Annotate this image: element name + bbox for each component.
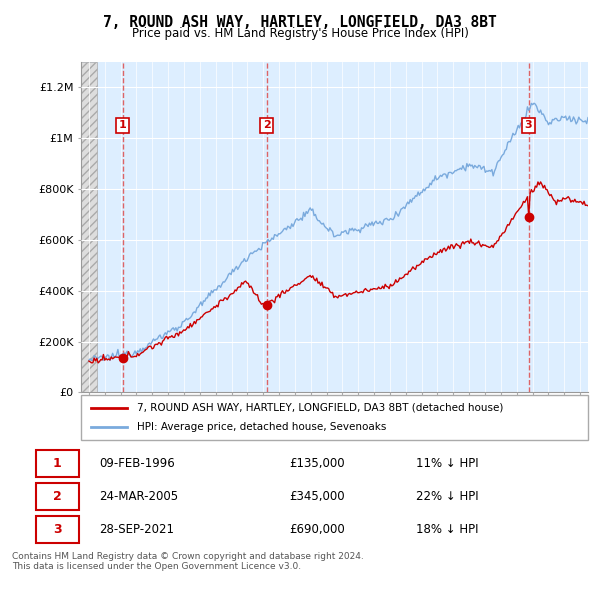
Text: 3: 3 bbox=[53, 523, 62, 536]
Text: £345,000: £345,000 bbox=[289, 490, 345, 503]
Text: 22% ↓ HPI: 22% ↓ HPI bbox=[416, 490, 479, 503]
Text: 7, ROUND ASH WAY, HARTLEY, LONGFIELD, DA3 8BT (detached house): 7, ROUND ASH WAY, HARTLEY, LONGFIELD, DA… bbox=[137, 403, 503, 412]
Text: Price paid vs. HM Land Registry's House Price Index (HPI): Price paid vs. HM Land Registry's House … bbox=[131, 27, 469, 40]
Text: 24-MAR-2005: 24-MAR-2005 bbox=[99, 490, 178, 503]
FancyBboxPatch shape bbox=[81, 395, 588, 440]
Text: 11% ↓ HPI: 11% ↓ HPI bbox=[416, 457, 479, 470]
Text: 18% ↓ HPI: 18% ↓ HPI bbox=[416, 523, 478, 536]
Text: HPI: Average price, detached house, Sevenoaks: HPI: Average price, detached house, Seve… bbox=[137, 422, 386, 432]
FancyBboxPatch shape bbox=[36, 450, 79, 477]
Bar bbox=[81, 62, 97, 392]
Text: 2: 2 bbox=[53, 490, 62, 503]
Text: 1: 1 bbox=[53, 457, 62, 470]
Text: Contains HM Land Registry data © Crown copyright and database right 2024.
This d: Contains HM Land Registry data © Crown c… bbox=[12, 552, 364, 571]
Text: 09-FEB-1996: 09-FEB-1996 bbox=[99, 457, 175, 470]
Text: 2: 2 bbox=[263, 120, 271, 130]
FancyBboxPatch shape bbox=[36, 516, 79, 543]
Text: 1: 1 bbox=[119, 120, 127, 130]
Text: 28-SEP-2021: 28-SEP-2021 bbox=[99, 523, 174, 536]
Text: £135,000: £135,000 bbox=[289, 457, 345, 470]
Text: £690,000: £690,000 bbox=[289, 523, 345, 536]
Text: 7, ROUND ASH WAY, HARTLEY, LONGFIELD, DA3 8BT: 7, ROUND ASH WAY, HARTLEY, LONGFIELD, DA… bbox=[103, 15, 497, 30]
FancyBboxPatch shape bbox=[36, 483, 79, 510]
Text: 3: 3 bbox=[525, 120, 532, 130]
